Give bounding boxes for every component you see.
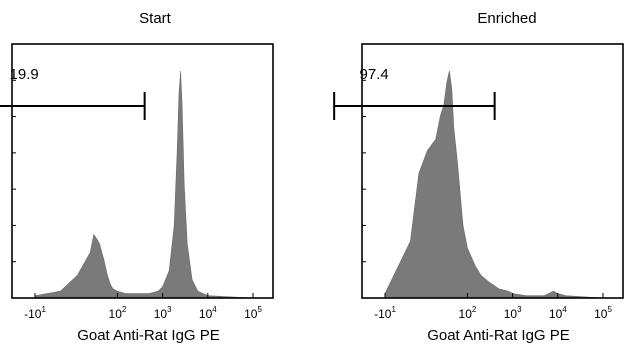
histogram-area	[34, 71, 254, 298]
x-tick-label: 104	[199, 305, 217, 321]
x-tick-exponent: 1	[391, 305, 396, 314]
x-tick-base: 10	[594, 307, 608, 321]
plot-frame	[361, 43, 624, 299]
x-tick-base: 10	[244, 307, 258, 321]
x-tick-base: 10	[199, 307, 213, 321]
x-tick-base: 10	[154, 307, 168, 321]
panel-title: Enriched	[477, 10, 536, 27]
x-tick-label: 102	[109, 305, 127, 321]
x-tick-base: 10	[459, 307, 473, 321]
x-tick-exponent: 5	[257, 305, 262, 314]
x-tick-base: -10	[374, 307, 392, 321]
x-tick-label: -101	[24, 305, 46, 321]
x-tick-exponent: 1	[41, 305, 46, 314]
x-tick-exponent: 3	[167, 305, 172, 314]
x-tick-label: 103	[504, 305, 522, 321]
gate-percentage-label: 19.9	[10, 66, 39, 83]
x-tick-base: 10	[504, 307, 518, 321]
x-tick-label: 105	[594, 305, 612, 321]
x-tick-label: 103	[154, 305, 172, 321]
x-tick-exponent: 3	[517, 305, 522, 314]
x-axis-label: Goat Anti-Rat IgG PE	[77, 327, 220, 344]
histogram-area	[384, 71, 604, 298]
x-tick-base: 10	[109, 307, 123, 321]
x-tick-base: 10	[549, 307, 563, 321]
gate-percentage-label: 97.4	[360, 66, 389, 83]
x-tick-exponent: 4	[212, 305, 217, 314]
plot-frame	[11, 43, 274, 299]
panel-title: Start	[139, 10, 172, 27]
x-tick-exponent: 5	[607, 305, 612, 314]
x-tick-label: 105	[244, 305, 262, 321]
x-tick-exponent: 2	[472, 305, 477, 314]
x-tick-label: -101	[374, 305, 396, 321]
x-tick-label: 102	[459, 305, 477, 321]
x-tick-exponent: 2	[122, 305, 127, 314]
x-tick-label: 104	[549, 305, 567, 321]
x-tick-base: -10	[24, 307, 42, 321]
x-axis-label: Goat Anti-Rat IgG PE	[427, 327, 570, 344]
x-tick-exponent: 4	[562, 305, 567, 314]
